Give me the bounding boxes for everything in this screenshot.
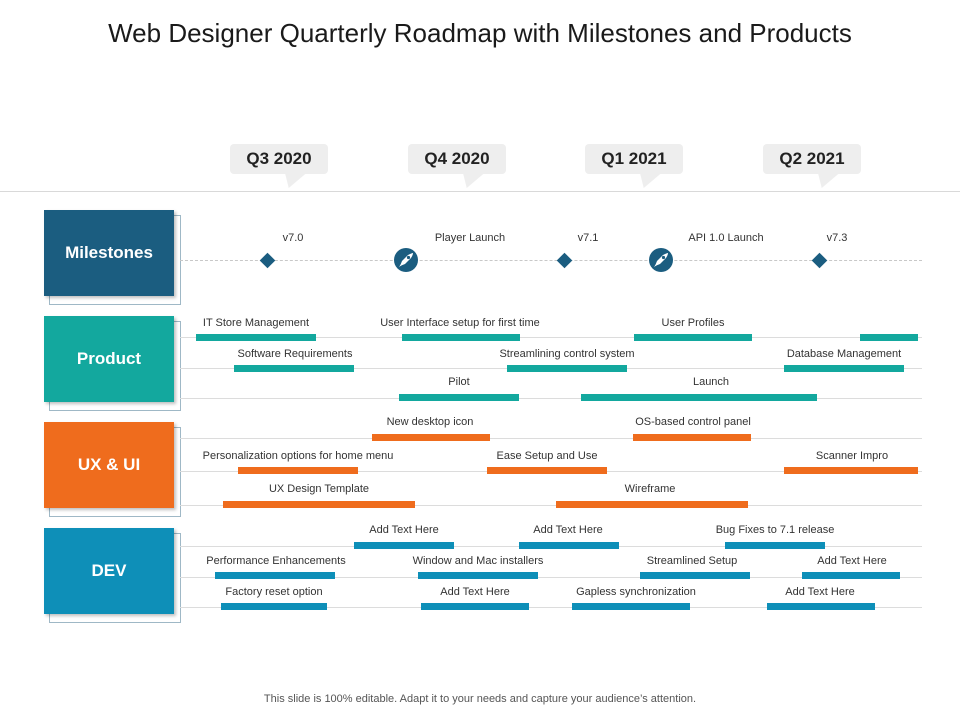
page-title: Web Designer Quarterly Roadmap with Mile… xyxy=(108,18,852,48)
row-divider xyxy=(180,577,922,578)
row-divider xyxy=(180,398,922,399)
task-label: User Profiles xyxy=(661,317,725,329)
task-bar xyxy=(640,572,750,579)
milestone-label: API 1.0 Launch xyxy=(688,232,764,244)
milestone-timeline xyxy=(180,260,922,261)
task-bar xyxy=(725,542,825,549)
milestone-label: v7.3 xyxy=(826,232,848,244)
category-ux-ui: UX & UI xyxy=(44,422,174,508)
task-label: Add Text Here xyxy=(817,555,887,567)
task-bar xyxy=(399,394,519,401)
rocket-icon xyxy=(649,248,673,272)
task-bar xyxy=(860,334,918,341)
quarter-q1-2021: Q1 2021 xyxy=(585,144,683,188)
task-label: Performance Enhancements xyxy=(206,555,346,567)
task-bar xyxy=(223,501,415,508)
task-label: OS-based control panel xyxy=(635,416,751,428)
task-label: Gapless synchronization xyxy=(576,586,696,598)
row-divider xyxy=(180,505,922,506)
speech-tail xyxy=(633,174,661,188)
task-label: Add Text Here xyxy=(785,586,855,598)
header-divider xyxy=(0,191,960,192)
task-bar xyxy=(572,603,690,610)
task-label: Factory reset option xyxy=(225,586,323,598)
task-bar xyxy=(507,365,627,372)
diamond-icon xyxy=(556,252,573,269)
task-bar xyxy=(354,542,454,549)
task-label: Personalization options for home menu xyxy=(202,450,394,462)
row-divider xyxy=(180,337,922,338)
task-label: User Interface setup for first time xyxy=(380,317,540,329)
quarter-q4-2020: Q4 2020 xyxy=(408,144,506,188)
task-bar xyxy=(221,603,327,610)
diamond-icon xyxy=(259,252,276,269)
task-bar xyxy=(634,334,752,341)
quarter-label: Q1 2021 xyxy=(601,149,667,168)
rocket-icon xyxy=(394,248,418,272)
task-label: Scanner Impro xyxy=(815,450,889,462)
task-label: UX Design Template xyxy=(268,483,370,495)
quarter-label: Q4 2020 xyxy=(424,149,490,168)
category-product: Product xyxy=(44,316,174,402)
task-bar xyxy=(418,572,538,579)
quarter-q2-2021: Q2 2021 xyxy=(763,144,861,188)
task-label: Streamlined Setup xyxy=(646,555,738,567)
task-label: Pilot xyxy=(448,376,470,388)
milestone-label: Player Launch xyxy=(434,232,506,244)
footer-note: This slide is 100% editable. Adapt it to… xyxy=(263,693,697,705)
task-label: Streamlining control system xyxy=(499,348,635,360)
task-bar xyxy=(402,334,520,341)
task-bar xyxy=(784,467,918,474)
row-divider xyxy=(180,607,922,608)
task-label: Ease Setup and Use xyxy=(496,450,598,462)
task-bar xyxy=(633,434,751,441)
task-label: Add Text Here xyxy=(440,586,510,598)
category-dev: DEV xyxy=(44,528,174,614)
task-label: Launch xyxy=(692,376,730,388)
task-bar xyxy=(421,603,529,610)
task-label: Window and Mac installers xyxy=(412,555,544,567)
task-bar xyxy=(487,467,607,474)
task-label: Add Text Here xyxy=(533,524,603,536)
quarter-label: Q2 2021 xyxy=(779,149,845,168)
task-label: Software Requirements xyxy=(237,348,353,360)
task-label: IT Store Management xyxy=(202,317,310,329)
task-label: New desktop icon xyxy=(386,416,474,428)
task-bar xyxy=(581,394,817,401)
task-bar xyxy=(767,603,875,610)
task-label: Wireframe xyxy=(624,483,676,495)
speech-tail xyxy=(811,174,839,188)
quarter-label: Q3 2020 xyxy=(246,149,312,168)
task-label: Database Management xyxy=(786,348,902,360)
task-label: Bug Fixes to 7.1 release xyxy=(715,524,835,536)
category-milestones: Milestones xyxy=(44,210,174,296)
task-bar xyxy=(196,334,316,341)
task-bar xyxy=(372,434,490,441)
task-bar xyxy=(234,365,354,372)
task-bar xyxy=(238,467,358,474)
task-bar xyxy=(802,572,900,579)
milestone-label: v7.0 xyxy=(282,232,304,244)
speech-tail xyxy=(456,174,484,188)
task-bar xyxy=(215,572,335,579)
task-bar xyxy=(784,365,904,372)
task-label: Add Text Here xyxy=(369,524,439,536)
milestone-label: v7.1 xyxy=(577,232,599,244)
speech-tail xyxy=(278,174,306,188)
task-bar xyxy=(519,542,619,549)
task-bar xyxy=(556,501,748,508)
row-divider xyxy=(180,438,922,439)
diamond-icon xyxy=(811,252,828,269)
quarter-q3-2020: Q3 2020 xyxy=(230,144,328,188)
